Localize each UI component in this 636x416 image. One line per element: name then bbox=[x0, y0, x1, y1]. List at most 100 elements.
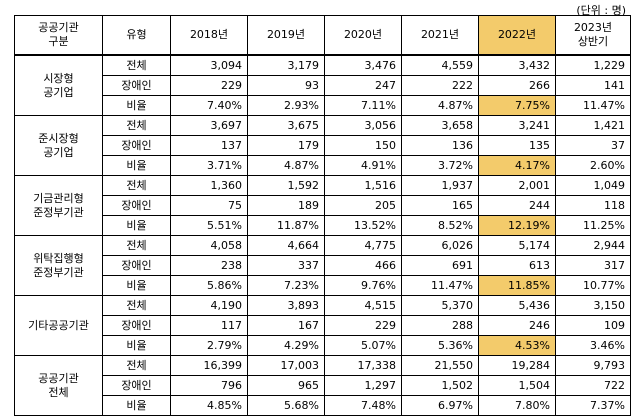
value-cell-2023h1: 118 bbox=[555, 195, 631, 216]
table-row: 준시장형 공기업 전체 3,697 3,675 3,056 3,658 3,241 1,421 bbox=[14, 115, 631, 176]
group-label-text: 기금관리형 준정부기관 bbox=[33, 191, 84, 219]
value-cell-2019: 189 bbox=[247, 195, 325, 216]
row-type-label: 전체 bbox=[102, 115, 171, 136]
table-row: 비율 5.51% 11.87% 13.52% 8.52% 12.19% 11.25% bbox=[15, 215, 631, 236]
value-cell-2022: 135 bbox=[478, 135, 556, 156]
row-type-label: 전체 bbox=[102, 295, 171, 316]
value-cell-2023h1: 2.60% bbox=[555, 155, 631, 176]
value-cell-2019: 167 bbox=[247, 315, 325, 336]
value-cell-2018: 16,399 bbox=[170, 355, 248, 376]
value-cell-2018: 2.79% bbox=[170, 335, 248, 356]
row-type-label: 비율 bbox=[102, 275, 171, 296]
value-cell-2022: 7.75% bbox=[478, 95, 556, 116]
value-cell-2023h1: 11.47% bbox=[555, 95, 631, 116]
row-type-label: 비율 bbox=[102, 395, 171, 416]
value-cell-2023h1: 1,229 bbox=[555, 54, 631, 76]
value-cell-2019: 3,675 bbox=[247, 115, 325, 136]
table-row: 비율 2.79% 4.29% 5.07% 5.36% 4.53% 3.46% bbox=[15, 335, 631, 356]
value-cell-2023h1: 141 bbox=[555, 75, 631, 96]
table-row: 비율 4.85% 5.68% 7.48% 6.97% 7.80% 7.37% bbox=[15, 395, 631, 416]
value-cell-2018: 1,360 bbox=[170, 175, 248, 196]
value-cell-2019: 4.29% bbox=[247, 335, 325, 356]
value-cell-2020: 9.76% bbox=[324, 275, 402, 296]
value-cell-2018: 3.71% bbox=[170, 155, 248, 176]
value-cell-2020: 4,515 bbox=[324, 295, 402, 316]
group-label-text: 위탁집행형 준정부기관 bbox=[33, 251, 84, 279]
header-group-label: 공공기관 구분 bbox=[38, 21, 79, 48]
value-cell-2021: 8.52% bbox=[401, 215, 479, 236]
row-type-label: 비율 bbox=[102, 335, 171, 356]
value-cell-2020: 4,775 bbox=[324, 235, 402, 256]
header-group: 공공기관 구분 bbox=[14, 15, 103, 56]
value-cell-2023h1: 3.46% bbox=[555, 335, 631, 356]
value-cell-2022: 5,436 bbox=[478, 295, 556, 316]
value-cell-2019: 965 bbox=[247, 375, 325, 396]
value-cell-2020: 5.07% bbox=[324, 335, 402, 356]
value-cell-2023h1: 9,793 bbox=[555, 355, 631, 376]
value-cell-2018: 3,094 bbox=[170, 54, 248, 76]
employment-table: 공공기관 구분 유형 2018년 2019년 2020년 2021년 2022년… bbox=[14, 15, 631, 416]
group-label: 기타공공기관 bbox=[14, 295, 103, 356]
header-year-2018: 2018년 bbox=[170, 15, 248, 56]
unit-label: (단위 : 명) bbox=[576, 4, 626, 17]
value-cell-2020: 1,516 bbox=[324, 175, 402, 196]
value-cell-2019: 3,893 bbox=[247, 295, 325, 316]
value-cell-2022: 2,001 bbox=[478, 175, 556, 196]
row-type-label: 비율 bbox=[102, 155, 171, 176]
value-cell-2020: 466 bbox=[324, 255, 402, 276]
value-cell-2019: 17,003 bbox=[247, 355, 325, 376]
header-year-2020: 2020년 bbox=[324, 15, 402, 56]
value-cell-2022: 3,241 bbox=[478, 115, 556, 136]
value-cell-2021: 3.72% bbox=[401, 155, 479, 176]
value-cell-2019: 179 bbox=[247, 135, 325, 156]
table-row: 기타공공기관 전체 4,190 3,893 4,515 5,370 5,436 3,150 bbox=[14, 295, 631, 356]
value-cell-2023h1: 1,421 bbox=[555, 115, 631, 136]
value-cell-2021: 6.97% bbox=[401, 395, 479, 416]
value-cell-2022: 4.53% bbox=[478, 335, 556, 356]
row-type-label: 전체 bbox=[102, 235, 171, 256]
value-cell-2021: 691 bbox=[401, 255, 479, 276]
row-type-label: 장애인 bbox=[102, 75, 171, 96]
value-cell-2023h1: 317 bbox=[555, 255, 631, 276]
group-label: 기금관리형 준정부기관 bbox=[14, 175, 103, 236]
value-cell-2021: 4,559 bbox=[401, 54, 479, 76]
value-cell-2022: 3,432 bbox=[478, 54, 556, 76]
header-year-2023h1-label: 2023년 상반기 bbox=[573, 21, 613, 48]
row-type-label: 전체 bbox=[102, 355, 171, 376]
value-cell-2023h1: 3,150 bbox=[555, 295, 631, 316]
value-cell-2023h1: 2,944 bbox=[555, 235, 631, 256]
value-cell-2020: 229 bbox=[324, 315, 402, 336]
value-cell-2021: 222 bbox=[401, 75, 479, 96]
value-cell-2019: 7.23% bbox=[247, 275, 325, 296]
group-label-text: 준시장형 공기업 bbox=[38, 131, 79, 159]
value-cell-2021: 4.87% bbox=[401, 95, 479, 116]
value-cell-2020: 3,056 bbox=[324, 115, 402, 136]
value-cell-2023h1: 109 bbox=[555, 315, 631, 336]
row-type-label: 전체 bbox=[102, 54, 171, 76]
value-cell-2021: 11.47% bbox=[401, 275, 479, 296]
header-year-2023h1: 2023년 상반기 bbox=[555, 15, 631, 56]
value-cell-2018: 229 bbox=[170, 75, 248, 96]
value-cell-2018: 3,697 bbox=[170, 115, 248, 136]
value-cell-2018: 5.86% bbox=[170, 275, 248, 296]
header-year-2022: 2022년 bbox=[478, 15, 556, 56]
table-row: 장애인 117 167 229 288 246 109 bbox=[15, 315, 631, 336]
header-row: 공공기관 구분 유형 2018년 2019년 2020년 2021년 2022년… bbox=[14, 15, 631, 56]
table-row: 비율 3.71% 4.87% 4.91% 3.72% 4.17% 2.60% bbox=[15, 155, 631, 176]
group-label: 공공기관 전체 bbox=[14, 355, 103, 416]
value-cell-2021: 165 bbox=[401, 195, 479, 216]
table-row: 장애인 137 179 150 136 135 37 bbox=[15, 135, 631, 156]
value-cell-2018: 238 bbox=[170, 255, 248, 276]
row-type-label: 장애인 bbox=[102, 375, 171, 396]
group-label-text: 시장형 공기업 bbox=[43, 71, 74, 99]
value-cell-2018: 5.51% bbox=[170, 215, 248, 236]
value-cell-2021: 5.36% bbox=[401, 335, 479, 356]
value-cell-2020: 3,476 bbox=[324, 54, 402, 76]
value-cell-2020: 1,297 bbox=[324, 375, 402, 396]
value-cell-2021: 6,026 bbox=[401, 235, 479, 256]
value-cell-2023h1: 722 bbox=[555, 375, 631, 396]
value-cell-2019: 93 bbox=[247, 75, 325, 96]
value-cell-2021: 3,658 bbox=[401, 115, 479, 136]
table-row: 공공기관 전체 전체 16,399 17,003 17,338 21,550 19,284 9… bbox=[14, 355, 631, 416]
value-cell-2021: 5,370 bbox=[401, 295, 479, 316]
